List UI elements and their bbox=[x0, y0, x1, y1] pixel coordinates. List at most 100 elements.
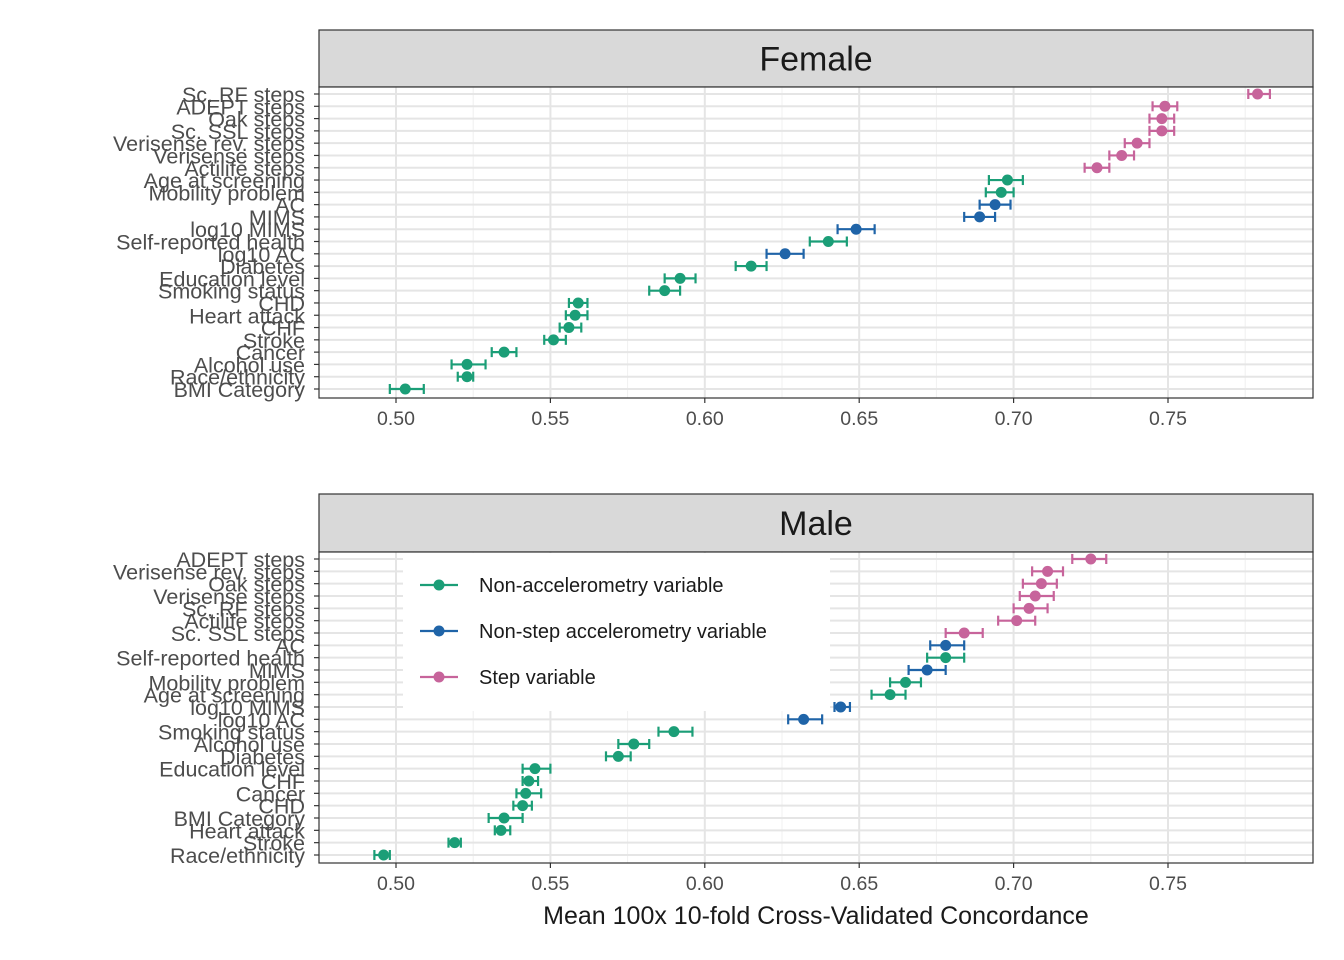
y-tick-label: CHD bbox=[258, 292, 305, 316]
data-point bbox=[628, 738, 640, 750]
data-point bbox=[995, 186, 1007, 198]
x-tick-label: 0.70 bbox=[995, 408, 1033, 430]
data-point bbox=[461, 371, 473, 383]
facet-strip-0 bbox=[318, 29, 1314, 88]
y-tick-label: Oak steps bbox=[208, 573, 305, 597]
y-tick-label: CHF bbox=[261, 770, 305, 794]
y-tick-label: Smoking status bbox=[158, 280, 305, 304]
data-point bbox=[461, 358, 473, 370]
data-point bbox=[1091, 162, 1103, 174]
legend-key-point bbox=[433, 625, 445, 637]
y-tick-label: Cancer bbox=[236, 782, 305, 806]
y-tick-label: MIMS bbox=[249, 206, 305, 230]
data-point bbox=[569, 309, 581, 321]
data-point bbox=[563, 322, 575, 334]
data-point bbox=[1116, 149, 1128, 161]
data-point bbox=[668, 726, 680, 738]
data-point bbox=[798, 713, 810, 725]
y-tick-label: Race/ethnicity bbox=[170, 366, 305, 390]
data-point bbox=[745, 260, 757, 272]
data-point bbox=[547, 334, 559, 346]
y-tick-label: Sc. SSL steps bbox=[171, 120, 305, 144]
data-point bbox=[1252, 88, 1264, 100]
data-point bbox=[835, 701, 847, 713]
y-tick-label: log10 AC bbox=[218, 243, 305, 267]
data-point bbox=[822, 236, 834, 247]
y-tick-label: Sc. RF steps bbox=[182, 83, 305, 107]
y-tick-label: Alcohol use bbox=[194, 733, 305, 757]
data-point bbox=[989, 199, 1001, 211]
data-point bbox=[974, 211, 986, 223]
y-tick-label: ADEPT steps bbox=[176, 548, 305, 572]
data-point bbox=[1042, 565, 1054, 577]
facet-strip-1 bbox=[318, 493, 1314, 553]
y-tick-label: ADEPT steps bbox=[176, 95, 305, 119]
data-point bbox=[520, 787, 532, 799]
y-tick-label: Verisense steps bbox=[153, 144, 305, 168]
y-tick-label: Diabetes bbox=[220, 745, 305, 769]
y-tick-label: Actilife steps bbox=[184, 610, 305, 634]
data-point bbox=[850, 223, 862, 235]
y-tick-label: Actilife steps bbox=[184, 157, 305, 181]
data-point bbox=[449, 837, 461, 849]
y-tick-label: Sc. SSL steps bbox=[171, 622, 305, 646]
x-tick-label: 0.60 bbox=[686, 873, 724, 895]
data-point bbox=[940, 639, 952, 651]
data-point bbox=[1085, 553, 1097, 565]
data-point bbox=[940, 652, 952, 664]
data-point bbox=[884, 689, 896, 701]
data-point bbox=[1001, 174, 1013, 186]
y-tick-label: Verisense steps bbox=[153, 585, 305, 609]
data-point bbox=[495, 824, 507, 836]
x-tick-label: 0.55 bbox=[531, 873, 569, 895]
data-point bbox=[958, 627, 970, 639]
x-tick-label: 0.75 bbox=[1149, 408, 1187, 430]
y-tick-label: Education level bbox=[159, 267, 305, 291]
legend-box bbox=[403, 553, 830, 711]
y-tick-label: Heart attack bbox=[189, 304, 305, 328]
data-point bbox=[779, 248, 791, 260]
x-axis-title: Mean 100x 10-fold Cross-Validated Concor… bbox=[543, 902, 1089, 930]
x-tick-label: 0.75 bbox=[1149, 873, 1187, 895]
y-tick-label: Alcohol use bbox=[194, 353, 305, 377]
legend-key-point bbox=[433, 671, 445, 683]
facet-title: Male bbox=[779, 505, 853, 543]
y-tick-label: Self-reported health bbox=[116, 231, 305, 255]
data-point bbox=[1029, 590, 1041, 602]
data-point bbox=[523, 775, 535, 787]
legend-label: Step variable bbox=[479, 667, 596, 689]
y-tick-label: Verisense rev. steps bbox=[113, 132, 305, 156]
y-tick-label: Diabetes bbox=[220, 255, 305, 279]
data-point bbox=[572, 297, 584, 309]
y-tick-label: Stroke bbox=[243, 832, 305, 856]
y-tick-label: AC bbox=[275, 194, 305, 218]
y-tick-label: Verisense rev. steps bbox=[113, 560, 305, 584]
y-tick-label: CHD bbox=[258, 795, 305, 819]
data-point bbox=[1035, 578, 1047, 590]
data-point bbox=[1011, 615, 1023, 627]
x-tick-label: 0.50 bbox=[377, 873, 415, 895]
data-point bbox=[517, 800, 529, 812]
y-tick-label: Sc. RF steps bbox=[182, 597, 305, 621]
x-tick-label: 0.70 bbox=[995, 873, 1033, 895]
y-tick-label: log10 AC bbox=[218, 708, 305, 732]
data-point bbox=[1156, 125, 1168, 137]
y-tick-label: BMI Category bbox=[174, 378, 306, 402]
data-point bbox=[399, 383, 411, 395]
x-tick-label: 0.50 bbox=[377, 408, 415, 430]
data-point bbox=[498, 812, 510, 824]
data-point bbox=[612, 750, 624, 762]
x-tick-label: 0.65 bbox=[840, 873, 878, 895]
x-tick-label: 0.60 bbox=[686, 408, 724, 430]
data-point bbox=[659, 285, 671, 297]
panel-border bbox=[318, 86, 1314, 399]
data-point bbox=[921, 664, 933, 676]
y-tick-label: Oak steps bbox=[208, 108, 305, 132]
data-point bbox=[1159, 100, 1171, 112]
y-tick-label: Stroke bbox=[243, 329, 305, 353]
y-tick-label: Cancer bbox=[236, 341, 305, 365]
x-tick-label: 0.65 bbox=[840, 408, 878, 430]
legend-label: Non-accelerometry variable bbox=[479, 575, 724, 597]
data-point bbox=[1156, 113, 1168, 125]
